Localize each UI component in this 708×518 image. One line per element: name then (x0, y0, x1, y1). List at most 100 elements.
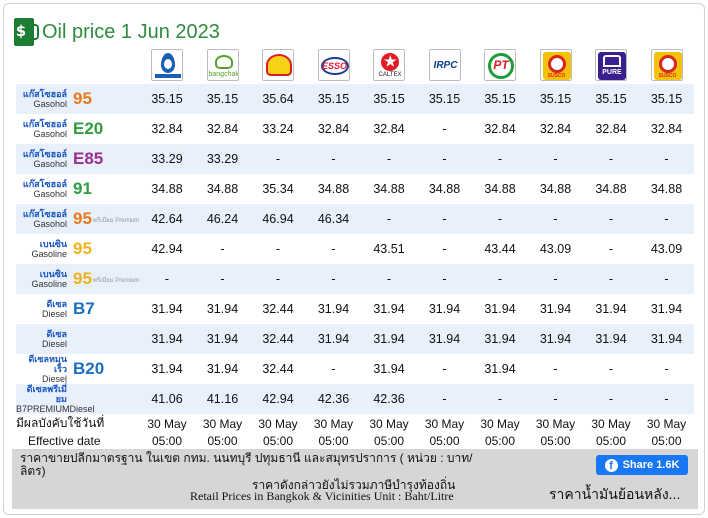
footer-line-area: ราคาขายปลีกมาตรฐาน ในเขต กทม. นนทบุรี ปท… (20, 451, 473, 478)
price-cell: 32.84 (206, 122, 239, 136)
footer-line-tax: ราคาดังกล่าวยังไม่รวมภาษีบำรุงท้องถิ่น (252, 478, 456, 492)
fuel-grade (73, 329, 74, 349)
footer-note: ราคาขายปลีกมาตรฐาน ในเขต กทม. นนทบุรี ปท… (12, 449, 698, 509)
price-cell: 31.94 (595, 302, 627, 316)
effective-date-cell: 30 May (424, 416, 465, 431)
brand-logo-pure: PURE (595, 49, 627, 81)
price-cell: 43.09 (650, 242, 683, 256)
fuel-name-thai: ดีเซลพรีเมี่ยม (26, 384, 67, 404)
price-cell: 43.44 (484, 242, 516, 256)
price-cell: - (608, 362, 614, 376)
price-cell: - (361, 264, 417, 294)
price-cell: 34.88 (428, 182, 461, 196)
fuel-name-thai: ดีเซลหมุนเร็ว (28, 354, 67, 374)
price-cell: 35.15 (139, 84, 195, 114)
effective-time-cell: 05:00 (207, 434, 238, 448)
fuel-type-cell: แก๊สโซฮอล์ Gasohol E20 (16, 114, 139, 144)
table-row: ดีเซลพรีเมี่ยม B7PREMIUMDiesel 41.06 41.16 4… (16, 384, 695, 414)
price-cell: - (472, 204, 528, 234)
price-cell: - (442, 242, 447, 256)
fuel-name-thai: ดีเซล (46, 329, 67, 339)
price-cell: 35.34 (262, 182, 294, 196)
price-cell: - (583, 384, 639, 414)
price-cell: 35.15 (527, 84, 584, 114)
fuel-type-cell: เบนซิน Gasoline 95 (16, 234, 139, 264)
price-cell: 33.24 (262, 122, 294, 136)
effective-date-cell: 30 May (258, 416, 298, 431)
price-cell: 34.88 (317, 182, 350, 196)
brand-logo-esso: ESSO (317, 49, 350, 81)
facebook-share-button[interactable]: f Share 1.6K (596, 455, 688, 475)
price-cell: 31.94 (151, 362, 183, 376)
price-table: bangchak ESSO ★ CALTEX IRPC PT SUSCO PURE SUSCO แ… (16, 46, 695, 449)
fuel-name: ดีเซลพรีเมี่ยม B7PREMIUMDiesel (16, 384, 95, 414)
price-history-link[interactable]: ราคาน้ำมันย้อนหลัง... (549, 486, 681, 502)
price-cell: 42.64 (139, 204, 195, 234)
effective-date-cell: 30 May (147, 416, 187, 431)
price-cell: - (638, 264, 695, 294)
table-row: แก๊สโซฮอล์ Gasohol E85 33.29 33.29- - - - - - - - (16, 144, 695, 174)
fuel-type-cell: ดีเซล Diesel B7 (16, 294, 139, 324)
effective-time-cell: 05:00 (651, 434, 682, 448)
effective-label-english: Effective date (28, 434, 101, 448)
price-cell: 42.36 (361, 384, 417, 414)
price-cell: 32.44 (262, 302, 294, 316)
fuel-grade: B20 (73, 359, 105, 379)
price-cell: 31.94 (317, 302, 350, 316)
brand-cell-susco: SUSCO (528, 46, 584, 84)
effective-time-cell: 05:00 (540, 434, 571, 448)
price-cell: 34.88 (484, 182, 516, 196)
price-cell: 31.94 (484, 362, 516, 376)
brand-header-row: bangchak ESSO ★ CALTEX IRPC PT SUSCO PURE SUSCO (16, 46, 694, 84)
fuel-name-thai: แก๊สโซฮอล์ (22, 149, 67, 159)
price-cell: - (472, 384, 528, 414)
effective-time-cell: 05:00 (373, 434, 405, 448)
price-cell: 31.94 (206, 302, 239, 316)
price-cell: - (527, 264, 584, 294)
price-cell: 31.94 (650, 302, 683, 316)
footer-line-english: Retail Prices in Bangkok & Vicinities Un… (190, 489, 454, 503)
price-cell: - (583, 204, 639, 234)
fuel-name: แก๊สโซฮอล์ Gasohol (16, 89, 67, 109)
price-cell: 46.34 (305, 204, 362, 234)
fuel-name: แก๊สโซฮอล์ Gasohol (16, 119, 67, 139)
fuel-grade-sub: พรีเมี่ยม Premium (92, 217, 140, 224)
price-cell: 31.94 (373, 362, 405, 376)
fuel-name-thai: แก๊สโซฮอล์ (22, 89, 67, 99)
price-cell: 32.84 (373, 122, 405, 136)
price-cell: - (361, 204, 417, 234)
table-row: แก๊สโซฮอล์ Gasohol E20 32.84 32.84 33.24 32.84… (16, 114, 694, 144)
table-row: ดีเซล Diesel B7 31.94 31.94 32.44 31.94 31.94 31… (16, 294, 694, 324)
price-cell: 43.51 (373, 242, 405, 256)
price-cell: - (305, 264, 362, 294)
effective-time-cell: 05:00 (595, 434, 627, 448)
facebook-icon: f (604, 458, 618, 472)
price-cell: 31.94 (139, 324, 195, 354)
price-cell: 46.24 (194, 204, 251, 234)
fuel-grade-code: 95 (73, 89, 92, 108)
price-cell: 34.88 (373, 182, 405, 196)
fuel-name-english: Diesel (41, 339, 67, 349)
price-cell: 32.84 (317, 122, 350, 136)
fuel-type-cell: ดีเซลพรีเมี่ยม B7PREMIUMDiesel (16, 384, 140, 414)
fuel-grade: B7 (73, 299, 96, 319)
fuel-name-thai: เบนซิน (39, 239, 67, 249)
table-row: แก๊สโซฮอล์ Gasohol 91 34.88 34.88 35.34 34.88 3… (16, 174, 694, 204)
fuel-name-thai: เบนซิน (39, 269, 67, 279)
brand-cell-irpc: IRPC (417, 46, 473, 84)
price-cell: - (331, 362, 336, 376)
price-cell: - (220, 242, 225, 256)
effective-date-cell: 30 May (480, 416, 520, 431)
price-cell: 34.88 (539, 182, 572, 196)
effective-time-cell: 05:00 (318, 434, 349, 448)
price-cell: - (361, 144, 417, 174)
price-cell: 42.36 (305, 384, 362, 414)
price-cell: 41.16 (194, 384, 251, 414)
price-cell: 33.29 (194, 144, 251, 174)
price-cell: 32.44 (262, 362, 294, 376)
brand-cell-pure: PURE (583, 46, 639, 84)
fuel-name: ดีเซล Diesel (16, 299, 67, 319)
fuel-type-cell: แก๊สโซฮอล์ Gasohol 91 (16, 174, 139, 204)
price-cell: 35.15 (194, 84, 251, 114)
price-cell: - (638, 204, 695, 234)
